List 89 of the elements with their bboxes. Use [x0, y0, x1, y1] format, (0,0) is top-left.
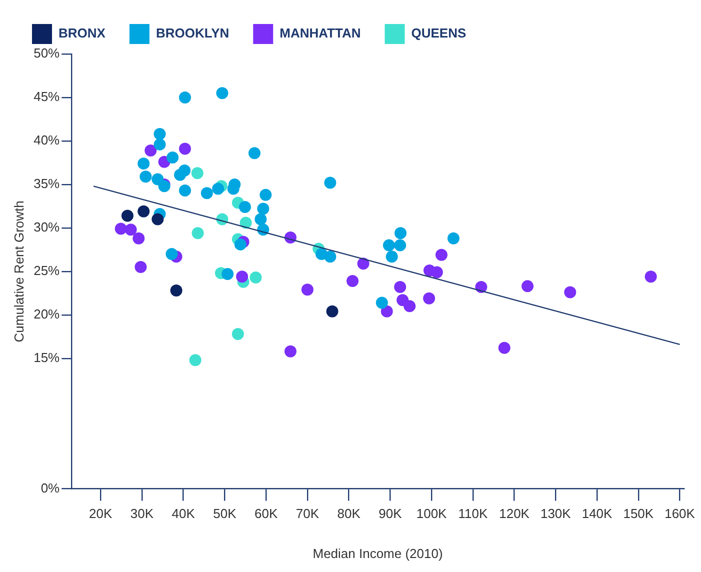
- legend-label: QUEENS: [411, 26, 466, 41]
- point: [152, 213, 164, 226]
- point: [498, 342, 510, 354]
- point: [166, 151, 179, 164]
- point: [260, 188, 272, 201]
- y-tick-label: 15%: [34, 350, 60, 365]
- legend-label: BROOKLYN: [156, 26, 230, 41]
- point: [404, 300, 416, 312]
- point: [140, 170, 152, 183]
- y-tick-label: 25%: [34, 262, 60, 278]
- x-tick-label: 120K: [499, 506, 530, 522]
- point: [170, 284, 182, 297]
- point: [357, 258, 370, 270]
- x-tick-label: 160K: [664, 506, 696, 522]
- point: [212, 182, 224, 195]
- x-tick-label: 70K: [296, 506, 320, 522]
- point: [435, 248, 448, 261]
- y-tick-label: 30%: [34, 220, 60, 234]
- point: [178, 184, 191, 197]
- point: [394, 227, 407, 240]
- x-axis-title: Median Income (2010): [312, 546, 443, 561]
- point: [236, 270, 248, 283]
- point: [144, 144, 157, 157]
- y-tick-label: 45%: [34, 89, 60, 104]
- point: [154, 138, 166, 150]
- x-tick-label: 50K: [213, 506, 237, 522]
- x-tick-label: 130K: [540, 506, 572, 522]
- y-tick-label: 35%: [34, 176, 60, 192]
- x-tick-label: 100K: [416, 506, 448, 522]
- point: [234, 238, 246, 250]
- point: [200, 187, 213, 200]
- point: [121, 210, 134, 222]
- x-tick-label: 40K: [172, 506, 196, 522]
- point: [178, 91, 191, 104]
- point: [192, 227, 204, 240]
- point: [380, 305, 393, 318]
- point: [423, 292, 436, 304]
- point: [447, 232, 460, 244]
- point: [178, 142, 191, 155]
- point: [132, 232, 145, 244]
- point: [250, 271, 262, 284]
- point: [232, 328, 244, 340]
- point: [114, 222, 127, 235]
- point: [248, 147, 260, 160]
- x-tick-label: 140K: [582, 506, 613, 522]
- y-tick-label: 50%: [34, 46, 60, 61]
- point: [154, 128, 166, 140]
- point: [382, 239, 395, 252]
- point: [284, 345, 296, 358]
- y-tick-label: 40%: [34, 132, 60, 148]
- point: [138, 158, 150, 170]
- y-axis-title: Cumulative Rent Growth: [11, 200, 26, 342]
- point: [254, 213, 267, 226]
- point: [166, 248, 178, 260]
- point: [522, 280, 534, 292]
- point: [346, 274, 359, 287]
- point: [394, 239, 406, 252]
- point: [238, 201, 251, 214]
- point: [394, 281, 406, 294]
- point: [174, 168, 186, 181]
- x-tick-label: 150K: [623, 506, 654, 522]
- point: [376, 296, 388, 309]
- point: [124, 224, 137, 236]
- legend-label: BRONX: [58, 26, 106, 41]
- x-tick-label: 90K: [378, 506, 402, 522]
- point: [324, 250, 336, 263]
- point: [301, 284, 314, 296]
- point: [189, 354, 202, 366]
- point: [138, 205, 150, 218]
- point: [222, 268, 234, 280]
- point: [564, 286, 576, 298]
- point: [430, 266, 443, 278]
- y-tick-label: 20%: [34, 306, 60, 322]
- point: [216, 87, 228, 100]
- x-tick-label: 30K: [130, 506, 154, 522]
- y-tick-label: 0%: [40, 480, 60, 496]
- point: [257, 202, 270, 215]
- point: [386, 250, 398, 263]
- x-tick-label: 60K: [254, 506, 278, 522]
- x-tick-label: 80K: [337, 506, 361, 522]
- point: [191, 167, 204, 180]
- legend-label: MANHATTAN: [280, 26, 361, 41]
- x-tick-label: 20K: [89, 506, 112, 522]
- point: [240, 216, 252, 229]
- point: [644, 270, 657, 283]
- point: [324, 176, 336, 189]
- point: [326, 305, 338, 318]
- x-tick-label: 110K: [458, 506, 488, 522]
- point: [134, 261, 147, 274]
